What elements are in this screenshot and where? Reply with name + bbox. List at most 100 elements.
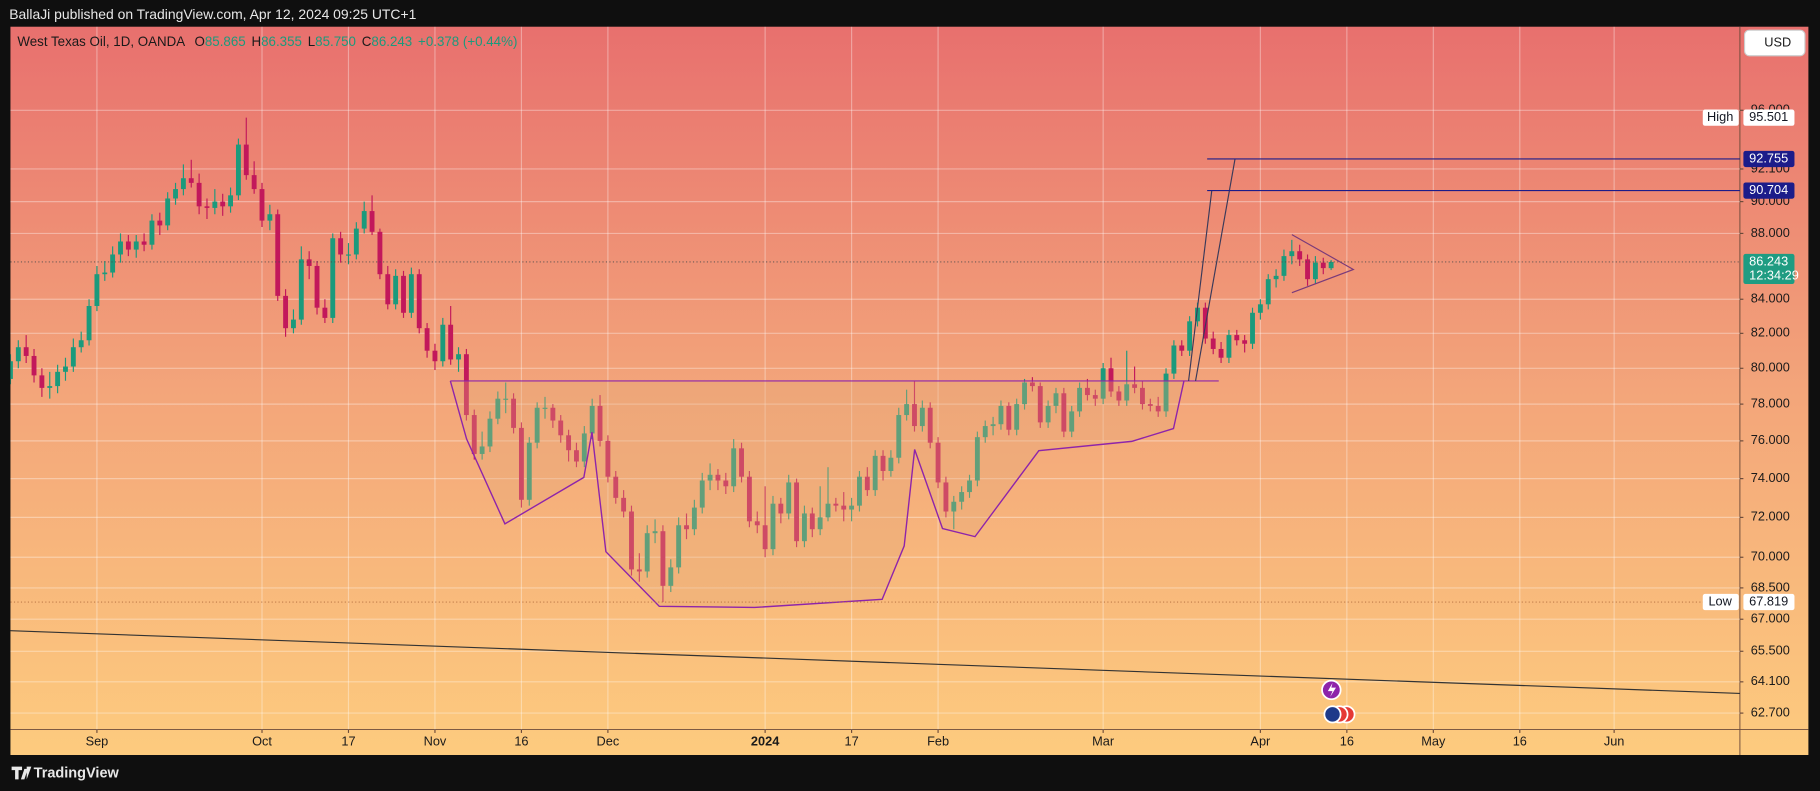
y-tick-label: 84.000 [1751,291,1790,306]
candle-body [684,525,689,530]
candle-body [31,355,37,376]
y-tick-label: 65.500 [1751,643,1790,658]
candle-body [369,211,375,232]
candle-body [1171,345,1177,374]
candle-body [118,241,123,255]
candle-body [691,507,697,530]
x-tick-label: Feb [927,734,949,749]
symbol: West Texas Oil, 1D, OANDA [17,33,185,48]
price-label-box [1743,182,1795,199]
cup-pattern [449,380,1185,609]
candle-body [63,366,68,372]
candle-body [432,350,438,362]
candle-body [1305,259,1310,280]
countdown: 12:34:29 [1749,267,1799,282]
candle-body [526,442,532,500]
x-tick-label: Dec [597,734,620,749]
candle-body [864,476,870,491]
candle-body [896,415,902,458]
candle-body [86,305,92,341]
candle-body [1250,312,1255,344]
candle-body [180,178,186,190]
x-tick-label: Jun [1604,734,1625,749]
candle-body [361,211,367,229]
candle-body [78,340,84,348]
x-tick-label: 16 [1340,734,1354,749]
candle-body [55,371,61,387]
candle-body [990,424,996,427]
candle-body [15,347,21,362]
candle-body [943,482,949,512]
price-label: 86.243 [1749,253,1788,268]
candle-body [259,189,265,221]
x-tick-label: 2024 [751,734,780,749]
candle-body [770,503,776,550]
candle-body [212,201,218,208]
candle-body [935,442,941,483]
candle-body [1234,335,1240,341]
candle-body [196,182,202,207]
candle-body [597,405,603,441]
candle-body [471,415,477,454]
candle-body [204,206,210,208]
candle-body [841,505,847,510]
legend-key: L [308,33,315,48]
candle-body [613,476,619,498]
candle-body [1061,393,1067,432]
candle-body [1014,404,1020,430]
candle-body [393,275,399,305]
candle-body [1100,368,1106,399]
price-label: 95.501 [1749,109,1788,124]
legend-key: C [362,33,372,48]
candle-body [589,405,595,434]
candle-body [1045,405,1051,423]
price-name: Low [1708,593,1732,608]
candle-body [1312,262,1318,280]
candle-body [416,274,422,329]
candle-body [102,272,108,275]
candle-body [1265,279,1271,305]
candle-body [298,259,304,320]
price-label: 92.755 [1749,150,1788,165]
candle-body [220,201,226,207]
projection-line [1194,159,1236,382]
candle-body [306,259,312,266]
candle-body [786,482,792,514]
candle-body [346,254,351,256]
candle-body [1155,405,1161,412]
candle-body [267,214,273,221]
candle-body [912,404,917,427]
y-tick-label: 76.000 [1751,432,1790,447]
candle-body [1029,382,1035,387]
candle-body [1163,373,1169,412]
candle-body [487,418,493,447]
price-name-box [1702,109,1739,126]
candle-body [919,407,925,427]
candle-body [495,398,501,419]
candle-body [621,497,627,512]
flag-icon[interactable] [1323,705,1342,724]
candle-body [927,407,933,443]
candle-body [149,220,155,245]
legend-text: West Texas Oil, 1D, OANDA O85.865 H86.355 L… [17,33,517,48]
candle-body [503,398,509,400]
candle-body [723,480,729,487]
currency-label: USD [1764,34,1791,49]
candle-body [23,347,29,356]
x-tick-label: May [1421,734,1446,749]
candle-body [1210,338,1216,349]
published-note: BallaJi published on TradingView.com, Ap… [9,6,416,22]
y-tick-label: 70.000 [1751,549,1790,564]
candle-body [440,324,446,362]
legend-value: 85.750 [315,33,356,48]
candle-body [801,513,807,542]
x-tick-label: Mar [1092,734,1115,749]
candle-body [275,214,281,296]
candle-body [1132,384,1138,388]
candle-body [636,569,642,572]
candle-body [1069,411,1075,432]
candle-body [746,476,752,522]
currency-button[interactable] [1743,29,1806,57]
projection-line [1187,190,1213,382]
